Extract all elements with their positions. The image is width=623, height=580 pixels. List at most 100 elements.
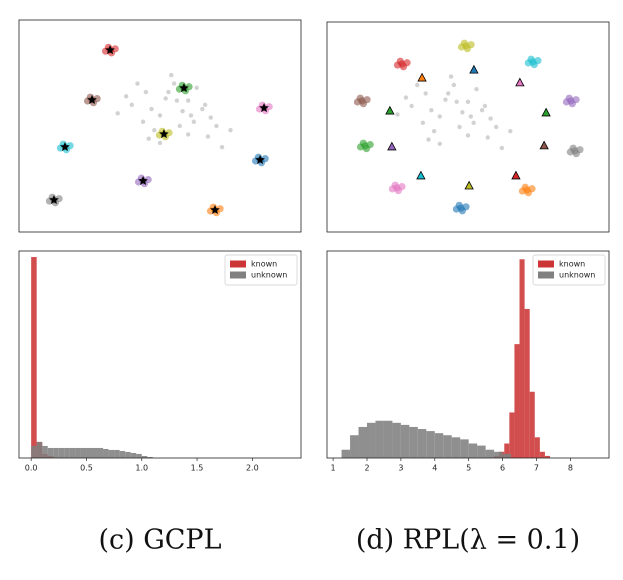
point (146, 136, 151, 141)
prototype (159, 129, 169, 139)
x-tick-label: 1 (331, 464, 336, 473)
bar (392, 422, 401, 458)
prototype (255, 154, 265, 165)
point (460, 39, 468, 47)
bar (519, 259, 525, 458)
bar (36, 441, 43, 458)
point (359, 139, 367, 147)
bar (434, 433, 444, 458)
point (463, 45, 472, 53)
prototype (49, 194, 59, 205)
point (208, 115, 213, 120)
point (395, 112, 400, 117)
legend-swatch (538, 271, 554, 279)
point (572, 150, 580, 158)
point (465, 133, 471, 138)
point (143, 89, 149, 95)
point (465, 99, 471, 105)
point (205, 134, 211, 139)
point (451, 82, 457, 88)
bar (91, 447, 98, 458)
bar (494, 451, 503, 458)
bar (80, 447, 87, 458)
plot-frame (326, 250, 610, 459)
bar (136, 453, 142, 458)
point (446, 91, 451, 96)
prototype (469, 64, 479, 74)
bar (366, 422, 376, 458)
point (177, 123, 182, 129)
x-tick-label: 1.0 (135, 464, 148, 473)
bar (502, 453, 512, 458)
bar (409, 426, 418, 458)
prototype (105, 45, 115, 55)
bar (460, 439, 469, 458)
point (129, 102, 134, 108)
point (530, 61, 538, 69)
point (396, 57, 404, 65)
prototype (515, 77, 525, 87)
point (228, 128, 233, 133)
point (186, 132, 191, 137)
point (521, 183, 529, 191)
point (527, 55, 535, 63)
bar (417, 429, 427, 458)
point (169, 72, 174, 78)
point (140, 119, 146, 124)
bar (504, 443, 510, 458)
point (188, 113, 194, 118)
prototype (60, 141, 70, 152)
point (186, 98, 191, 103)
bar (108, 449, 115, 458)
point (219, 145, 225, 150)
point (458, 207, 466, 215)
point (460, 110, 465, 115)
bar (103, 448, 109, 458)
point (565, 94, 573, 102)
bar (97, 447, 104, 458)
prototype (541, 107, 551, 117)
x-tick-label: 1.5 (191, 464, 204, 473)
point (443, 97, 448, 102)
legend-label: unknown (251, 271, 287, 280)
bar (375, 420, 384, 458)
bar (69, 447, 76, 458)
point (568, 100, 576, 108)
bar (400, 424, 410, 458)
point (391, 181, 399, 189)
plot-frame (326, 21, 610, 233)
bar (426, 431, 435, 458)
point (488, 116, 493, 121)
prototype (259, 102, 269, 113)
point (202, 102, 208, 108)
point (135, 81, 140, 86)
point (409, 103, 414, 109)
point (403, 95, 409, 100)
point (569, 144, 577, 152)
bar (468, 443, 478, 458)
point (394, 187, 402, 195)
bar (64, 447, 70, 458)
prototype (138, 175, 148, 185)
point (166, 89, 171, 95)
x-tick-label: 3 (398, 464, 403, 473)
point (457, 124, 462, 130)
point (437, 141, 442, 146)
legend-label: known (559, 260, 585, 269)
point (356, 94, 364, 102)
x-tick-label: 8 (568, 464, 573, 473)
bar (147, 456, 153, 458)
prototype (179, 83, 189, 93)
point (214, 123, 219, 129)
bar (529, 391, 535, 458)
point (115, 111, 120, 116)
x-tick-label: 2 (364, 464, 369, 473)
point (420, 120, 426, 126)
point (508, 129, 513, 134)
bar (125, 451, 131, 458)
point (431, 129, 437, 134)
point (479, 108, 485, 113)
bar (509, 412, 515, 458)
point (471, 120, 476, 126)
